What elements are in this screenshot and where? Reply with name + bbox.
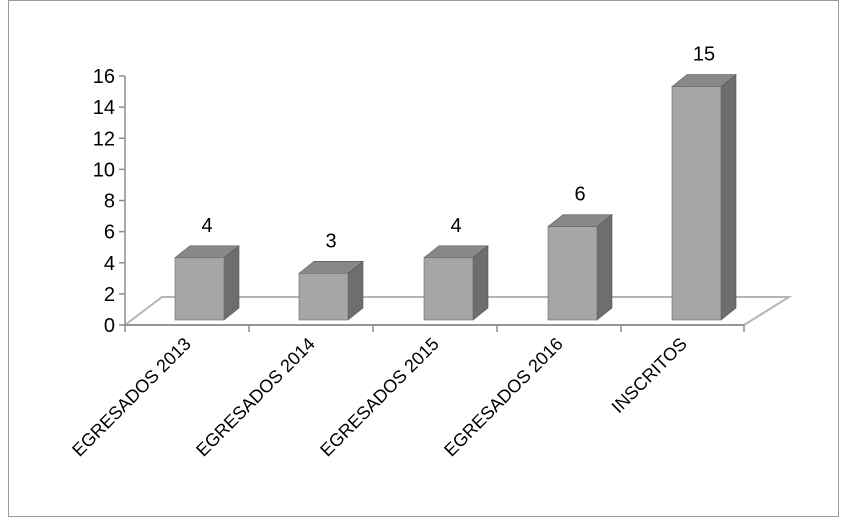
bar bbox=[298, 273, 349, 321]
data-label: 6 bbox=[574, 184, 585, 206]
y-tick-label: 6 bbox=[104, 222, 115, 244]
bar-side bbox=[720, 73, 737, 321]
x-tick-label: EGRESADOS 2016 bbox=[440, 334, 567, 461]
bar-side bbox=[596, 214, 613, 321]
y-tick-label: 10 bbox=[93, 159, 115, 181]
bar-side bbox=[472, 245, 489, 321]
y-tick-label: 16 bbox=[93, 66, 115, 88]
x-tick-label: EGRESADOS 2013 bbox=[68, 334, 195, 461]
y-tick-label: 2 bbox=[104, 284, 115, 306]
y-tick-label: 0 bbox=[104, 315, 115, 337]
bar bbox=[174, 257, 225, 321]
x-tick-label: EGRESADOS 2015 bbox=[316, 334, 443, 461]
y-tick-label: 12 bbox=[93, 128, 115, 150]
x-tick-label: INSCRITOS bbox=[608, 334, 691, 417]
data-label: 4 bbox=[201, 215, 212, 237]
bar-side bbox=[223, 245, 240, 321]
bar bbox=[547, 226, 598, 321]
x-tick-label: EGRESADOS 2014 bbox=[192, 334, 319, 461]
y-tick-label: 8 bbox=[104, 191, 115, 213]
data-label: 3 bbox=[325, 230, 336, 252]
bar bbox=[671, 86, 722, 321]
y-tick-label: 4 bbox=[104, 253, 115, 275]
bar bbox=[423, 257, 474, 321]
data-label: 4 bbox=[450, 215, 461, 237]
y-tick-label: 14 bbox=[93, 97, 115, 119]
data-label: 15 bbox=[693, 44, 715, 66]
